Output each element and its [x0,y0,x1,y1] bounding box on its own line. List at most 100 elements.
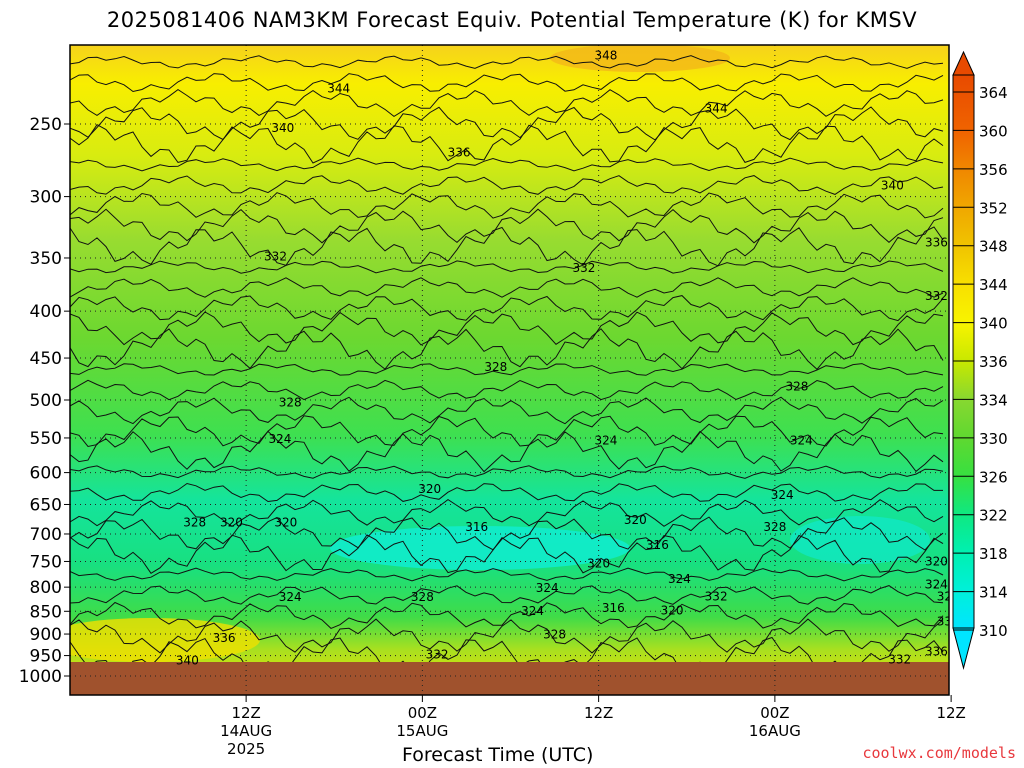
colorbar: 310 314 318 322 326 330 334 336 340 344 348 352 356 3… [952,50,1008,670]
colorbar-body [952,74,975,629]
contour-label: 320 [624,513,647,527]
x-tick-date-label: 16AUG [749,722,801,740]
warm-upper-region [550,45,730,72]
contour-label: 316 [602,601,625,615]
contour-label: 336 [448,146,471,160]
contour-label: 332 [705,590,728,604]
contour-line [70,379,944,401]
y-tick-label: 550 [30,429,62,449]
contour-line [70,73,944,93]
contour-label: 324 [521,604,544,618]
contour-label: 324 [595,433,618,447]
contour-label: 324 [790,433,813,447]
contour-line [70,363,944,376]
contour-line [70,498,944,528]
contour-line [70,585,944,605]
x-tick-label: 00Z [408,704,437,722]
contour-label: 336 [213,631,236,645]
contour-line [70,277,944,298]
contour-line [70,601,944,629]
contour-line [70,430,944,473]
contour-line [70,311,944,346]
y-tick-label: 600 [30,464,62,484]
contour-label: 328 [279,396,302,410]
y-tick-label: 850 [30,602,62,622]
y-tick-label: 1000 [19,667,62,687]
colorbar-tick-label: 340 [979,315,1008,333]
colorbar-top-arrow [952,50,975,76]
colorbar-tick-label: 356 [979,161,1008,179]
contour-labels: 3483443443403363403363323323323283283283… [176,49,960,668]
contour-label: 332 [888,652,911,666]
colorbar-tick-label: 336 [979,353,1008,371]
colorbar-tick-label: 352 [979,199,1008,217]
x-tick-date-label: 14AUG [220,722,272,740]
plot-frame [69,44,950,696]
contour-label: 328 [937,590,960,604]
colorbar-tick-label: 318 [979,545,1008,563]
plot-field [70,45,949,695]
y-tick-label: 650 [30,495,62,515]
x-tick-date-label: 15AUG [396,722,448,740]
contour-line [70,208,944,244]
contour-label: 332 [925,289,948,303]
y-tick-label: 750 [30,552,62,572]
colorbar-tick-label: 344 [979,276,1008,294]
contour-label: 332 [572,261,595,275]
contour-line [70,192,944,219]
contour-line [70,328,944,371]
ground-below-surface [70,662,949,695]
colorbar-tick-label: 364 [979,84,1008,102]
contour-label: 320 [418,482,441,496]
contour-label: 320 [925,554,948,568]
colorbar-tick-label: 314 [979,584,1008,602]
cyan-core-region-east [790,516,930,564]
contour-line [70,157,944,172]
contour-line [70,618,944,654]
colorbar-tick-label: 326 [979,468,1008,486]
contour-label: 324 [279,590,302,604]
contour-line [70,396,944,425]
grid-lines [70,45,949,695]
contour-label: 328 [183,515,206,529]
x-tick-label: 12Z [584,704,613,722]
cyan-core-region [330,526,630,570]
contour-line [70,260,944,274]
contour-label: 340 [881,178,904,192]
y-tick-label: 450 [30,349,62,369]
contour-label: 324 [536,581,559,595]
y-tick-label: 950 [30,647,62,667]
contour-label: 336 [925,645,948,659]
contour-label: 320 [661,603,684,617]
chart-title: 2025081406 NAM3KM Forecast Equiv. Potent… [106,8,918,32]
contour-label: 324 [268,432,291,446]
contour-label: 336 [925,236,948,250]
x-tick-year-label: 2025 [227,740,265,758]
x-axis-label: Forecast Time (UTC) [402,744,594,766]
contour-label: 328 [785,379,808,393]
y-tick-label: 250 [30,115,62,135]
y-tick-label: 700 [30,525,62,545]
colorbar-tick-label: 360 [979,122,1008,140]
contour-label: 324 [668,572,691,586]
y-tick-label: 500 [30,391,62,411]
contour-lines [70,55,944,676]
colorbar-tick-label: 310 [979,622,1008,640]
contour-line [70,636,944,676]
contour-line [70,295,944,322]
contour-label: 340 [176,654,199,668]
y-tick-label: 900 [30,625,62,645]
contour-label: 316 [646,538,669,552]
colorbar-tick-label: 322 [979,507,1008,525]
contour-label: 320 [220,515,243,529]
contour-label: 328 [484,360,507,374]
contour-line [70,534,944,574]
contour-line [70,415,944,448]
contour-line [70,124,944,164]
colorbar-tick-label: 348 [979,238,1008,256]
contour-label: 320 [274,515,297,529]
contour-line [70,482,943,503]
y-tick-label: 800 [30,578,62,598]
colorbar-tick-label: 330 [979,430,1008,448]
